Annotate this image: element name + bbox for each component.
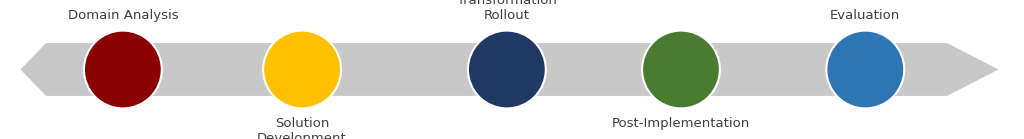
Ellipse shape (468, 31, 546, 108)
Text: Domain Analysis: Domain Analysis (68, 9, 178, 22)
Ellipse shape (826, 31, 904, 108)
Ellipse shape (84, 31, 162, 108)
Text: Solution
Development: Solution Development (257, 117, 347, 139)
Text: Post-Implementation: Post-Implementation (611, 117, 751, 130)
Ellipse shape (642, 31, 720, 108)
Text: Evaluation: Evaluation (830, 9, 900, 22)
Ellipse shape (263, 31, 341, 108)
Text: Transformation
Rollout: Transformation Rollout (457, 0, 557, 22)
Polygon shape (20, 43, 998, 96)
